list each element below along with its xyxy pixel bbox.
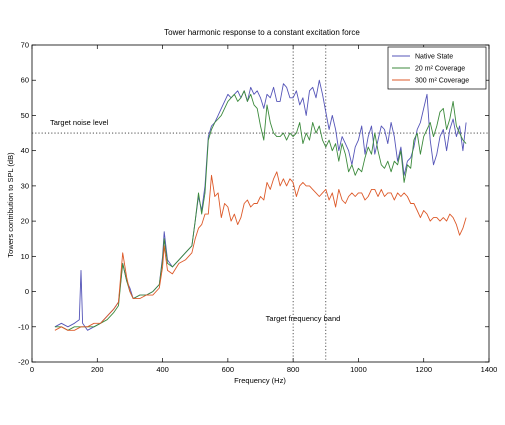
- y-axis-label: Towers contribution to SPL (dB): [6, 152, 15, 258]
- x-tick-label: 400: [156, 365, 169, 374]
- x-tick-label: 600: [222, 365, 235, 374]
- chart-title: Tower harmonic response to a constant ex…: [164, 28, 360, 37]
- y-tick-label: 60: [21, 76, 29, 85]
- x-tick-label: 1000: [350, 365, 367, 374]
- y-tick-label: 70: [21, 41, 29, 50]
- plot-area: [31, 44, 490, 363]
- series-line-2: [54, 171, 467, 331]
- y-tick-label: -10: [18, 322, 29, 331]
- y-tick-label: 10: [21, 252, 29, 261]
- series-line-1: [54, 90, 467, 331]
- y-tick-label: -20: [18, 358, 29, 367]
- y-tick-label: 30: [21, 181, 29, 190]
- x-tick-label: 800: [287, 365, 300, 374]
- x-tick-label: 200: [91, 365, 104, 374]
- axis-ticks: 0 200 400 600 800 1000 1200 1400 -20 -10 0 10 20 30 40…: [18, 41, 497, 375]
- y-tick-label: 50: [21, 111, 29, 120]
- x-tick-label: 1200: [415, 365, 432, 374]
- reference-lines: [32, 45, 489, 362]
- x-axis-label: Frequency (Hz): [234, 376, 286, 385]
- y-tick-label: 20: [21, 217, 29, 226]
- annotation-target-frequency-band: Target frequency band: [266, 314, 341, 323]
- y-tick-label: 0: [25, 287, 29, 296]
- legend-label-2: 300 m² Coverage: [415, 78, 469, 85]
- annotation-target-noise-level: Target noise level: [50, 118, 109, 127]
- legend: Native State 20 m² Coverage 300 m² Coverag…: [387, 46, 487, 90]
- series-layer: [54, 79, 467, 331]
- legend-label-0: Native State: [415, 54, 453, 61]
- legend-label-1: 20 m² Coverage: [415, 66, 465, 73]
- y-tick-label: 40: [21, 146, 29, 155]
- x-tick-label: 1400: [481, 365, 498, 374]
- x-tick-label: 0: [30, 365, 34, 374]
